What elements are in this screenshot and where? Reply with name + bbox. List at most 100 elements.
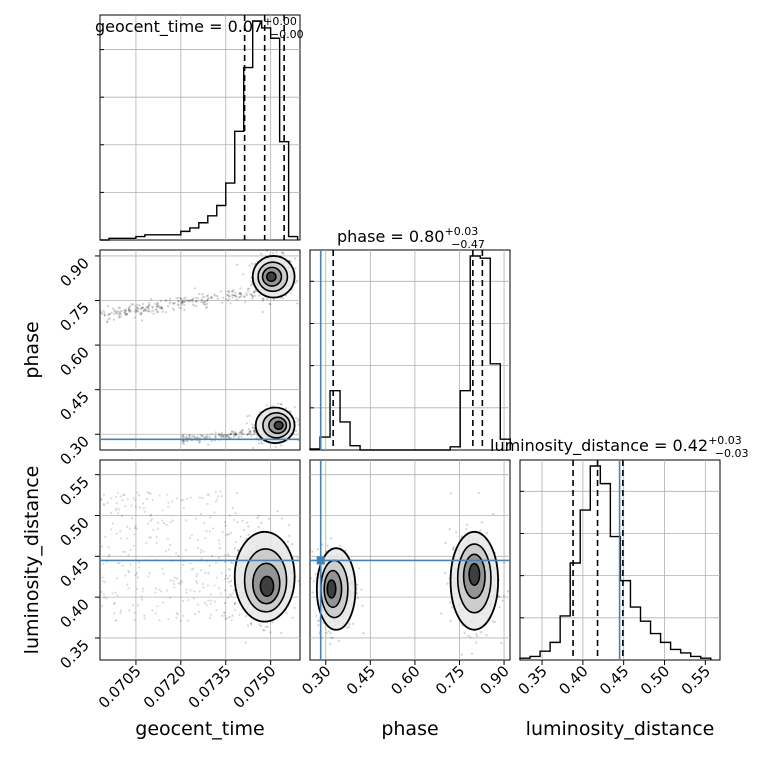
scatter-point [172, 582, 176, 586]
scatter-point [128, 527, 131, 530]
scatter-point [147, 305, 150, 308]
scatter-point [223, 611, 226, 614]
scatter-point [234, 602, 237, 605]
scatter-point [140, 311, 143, 314]
scatter-point [355, 592, 358, 595]
scatter-point [116, 594, 119, 597]
scatter-point [236, 521, 239, 524]
scatter-point [231, 592, 234, 595]
scatter-point [227, 291, 231, 294]
scatter-point [475, 632, 478, 635]
scatter-point [210, 599, 213, 602]
scatter-point [171, 307, 175, 310]
scatter-point [295, 417, 298, 420]
scatter-point [246, 287, 249, 291]
scatter-point [193, 590, 196, 593]
scatter-point [140, 312, 143, 315]
scatter-point [123, 311, 126, 314]
scatter-point [258, 294, 261, 297]
scatter-point [506, 590, 509, 593]
scatter-point [241, 519, 244, 522]
scatter-point [344, 549, 347, 552]
scatter-point [182, 440, 185, 443]
scatter-point [159, 299, 163, 303]
scatter-point [124, 313, 127, 316]
scatter-point [199, 434, 202, 437]
scatter-point [128, 609, 131, 612]
scatter-point [257, 514, 260, 517]
contour-level-3 [326, 579, 337, 599]
scatter-point [208, 435, 211, 438]
scatter-point [205, 306, 208, 309]
scatter-point [260, 441, 263, 444]
scatter-point [169, 300, 172, 303]
scatter-point [252, 291, 255, 294]
scatter-point [139, 307, 142, 311]
scatter-point [231, 293, 234, 296]
scatter-point [202, 586, 205, 589]
scatter-point [105, 597, 108, 600]
scatter-point [251, 295, 255, 299]
scatter-point [248, 430, 251, 433]
scatter-point [184, 549, 188, 552]
scatter-point [232, 518, 236, 521]
scatter-point [463, 632, 466, 635]
scatter-point [246, 432, 250, 436]
scatter-point [268, 242, 270, 244]
scatter-point [169, 579, 172, 582]
scatter-point [231, 614, 234, 617]
scatter-point [230, 618, 233, 622]
scatter-point [160, 306, 164, 310]
scatter-point [106, 320, 109, 323]
scatter-point [229, 433, 232, 436]
scatter-point [144, 309, 147, 313]
scatter-point [135, 527, 138, 530]
scatter-point [195, 575, 198, 578]
scatter-point [127, 309, 130, 312]
scatter-point [221, 614, 224, 618]
scatter-point [180, 298, 183, 302]
scatter-point [150, 518, 154, 521]
scatter-point [229, 302, 232, 305]
scatter-point [224, 560, 227, 564]
scatter-point [108, 313, 111, 316]
scatter-point [128, 309, 131, 312]
scatter-point [252, 433, 255, 436]
histogram-phase-frame [309, 249, 511, 451]
scatter-point [282, 252, 285, 256]
scatter-point [197, 610, 201, 613]
scatter-point [133, 618, 136, 621]
scatter-point [222, 434, 225, 437]
scatter-point [234, 291, 237, 294]
scatter-point [291, 616, 294, 619]
scatter-point [133, 316, 136, 319]
scatter-point [123, 311, 127, 314]
scatter-point [280, 403, 283, 406]
scatter-point [199, 512, 203, 516]
scatter-point [177, 296, 180, 299]
scatter-point [501, 599, 504, 602]
scatter-point [289, 292, 292, 295]
scatter-point [175, 552, 178, 555]
scatter-point [103, 312, 106, 315]
scatter-point [117, 315, 121, 318]
scatter-point [100, 498, 103, 501]
scatter-point [185, 298, 188, 302]
y-tick-label-phase: 0.45 [56, 388, 92, 424]
scatter-point [217, 434, 220, 437]
scatter-point [289, 260, 292, 263]
scatter-point [157, 306, 160, 309]
scatter-point [242, 273, 245, 276]
scatter-point [110, 311, 113, 315]
scatter-point [201, 496, 204, 500]
scatter-point [448, 528, 451, 531]
scatter-point [143, 614, 146, 617]
scatter-point [500, 642, 503, 645]
scatter-point [156, 302, 160, 306]
scatter-point [305, 583, 307, 585]
scatter-point [104, 535, 107, 539]
scatter-point [203, 300, 206, 303]
scatter-point [114, 591, 117, 594]
scatter-point [296, 279, 299, 282]
scatter-point [113, 602, 116, 605]
